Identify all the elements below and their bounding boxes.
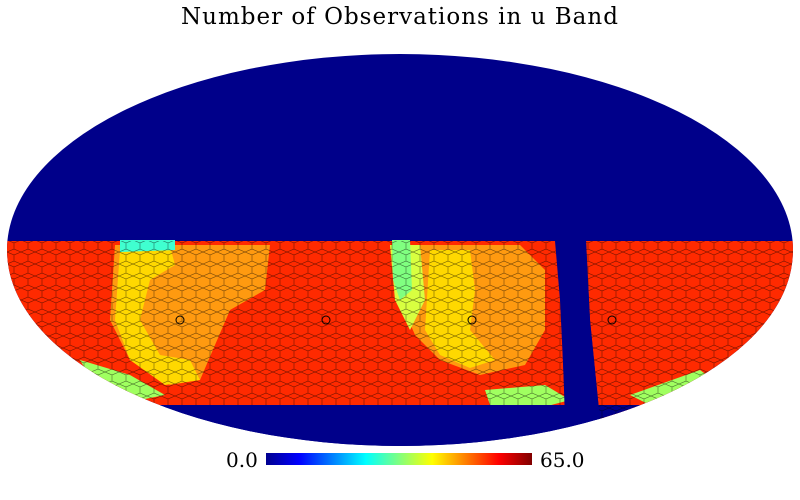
map-title: Number of Observations in u Band — [181, 4, 619, 30]
unobserved-gap — [557, 241, 600, 420]
colorbar-max-label: 65.0 — [540, 448, 585, 472]
footprint-texture-right — [586, 241, 793, 420]
footprint-texture-left — [7, 241, 565, 405]
colorbar — [266, 453, 532, 465]
survey-coverage — [7, 240, 793, 446]
colorbar-min-label: 0.0 — [226, 448, 258, 472]
colorbar-gradient — [266, 453, 532, 465]
